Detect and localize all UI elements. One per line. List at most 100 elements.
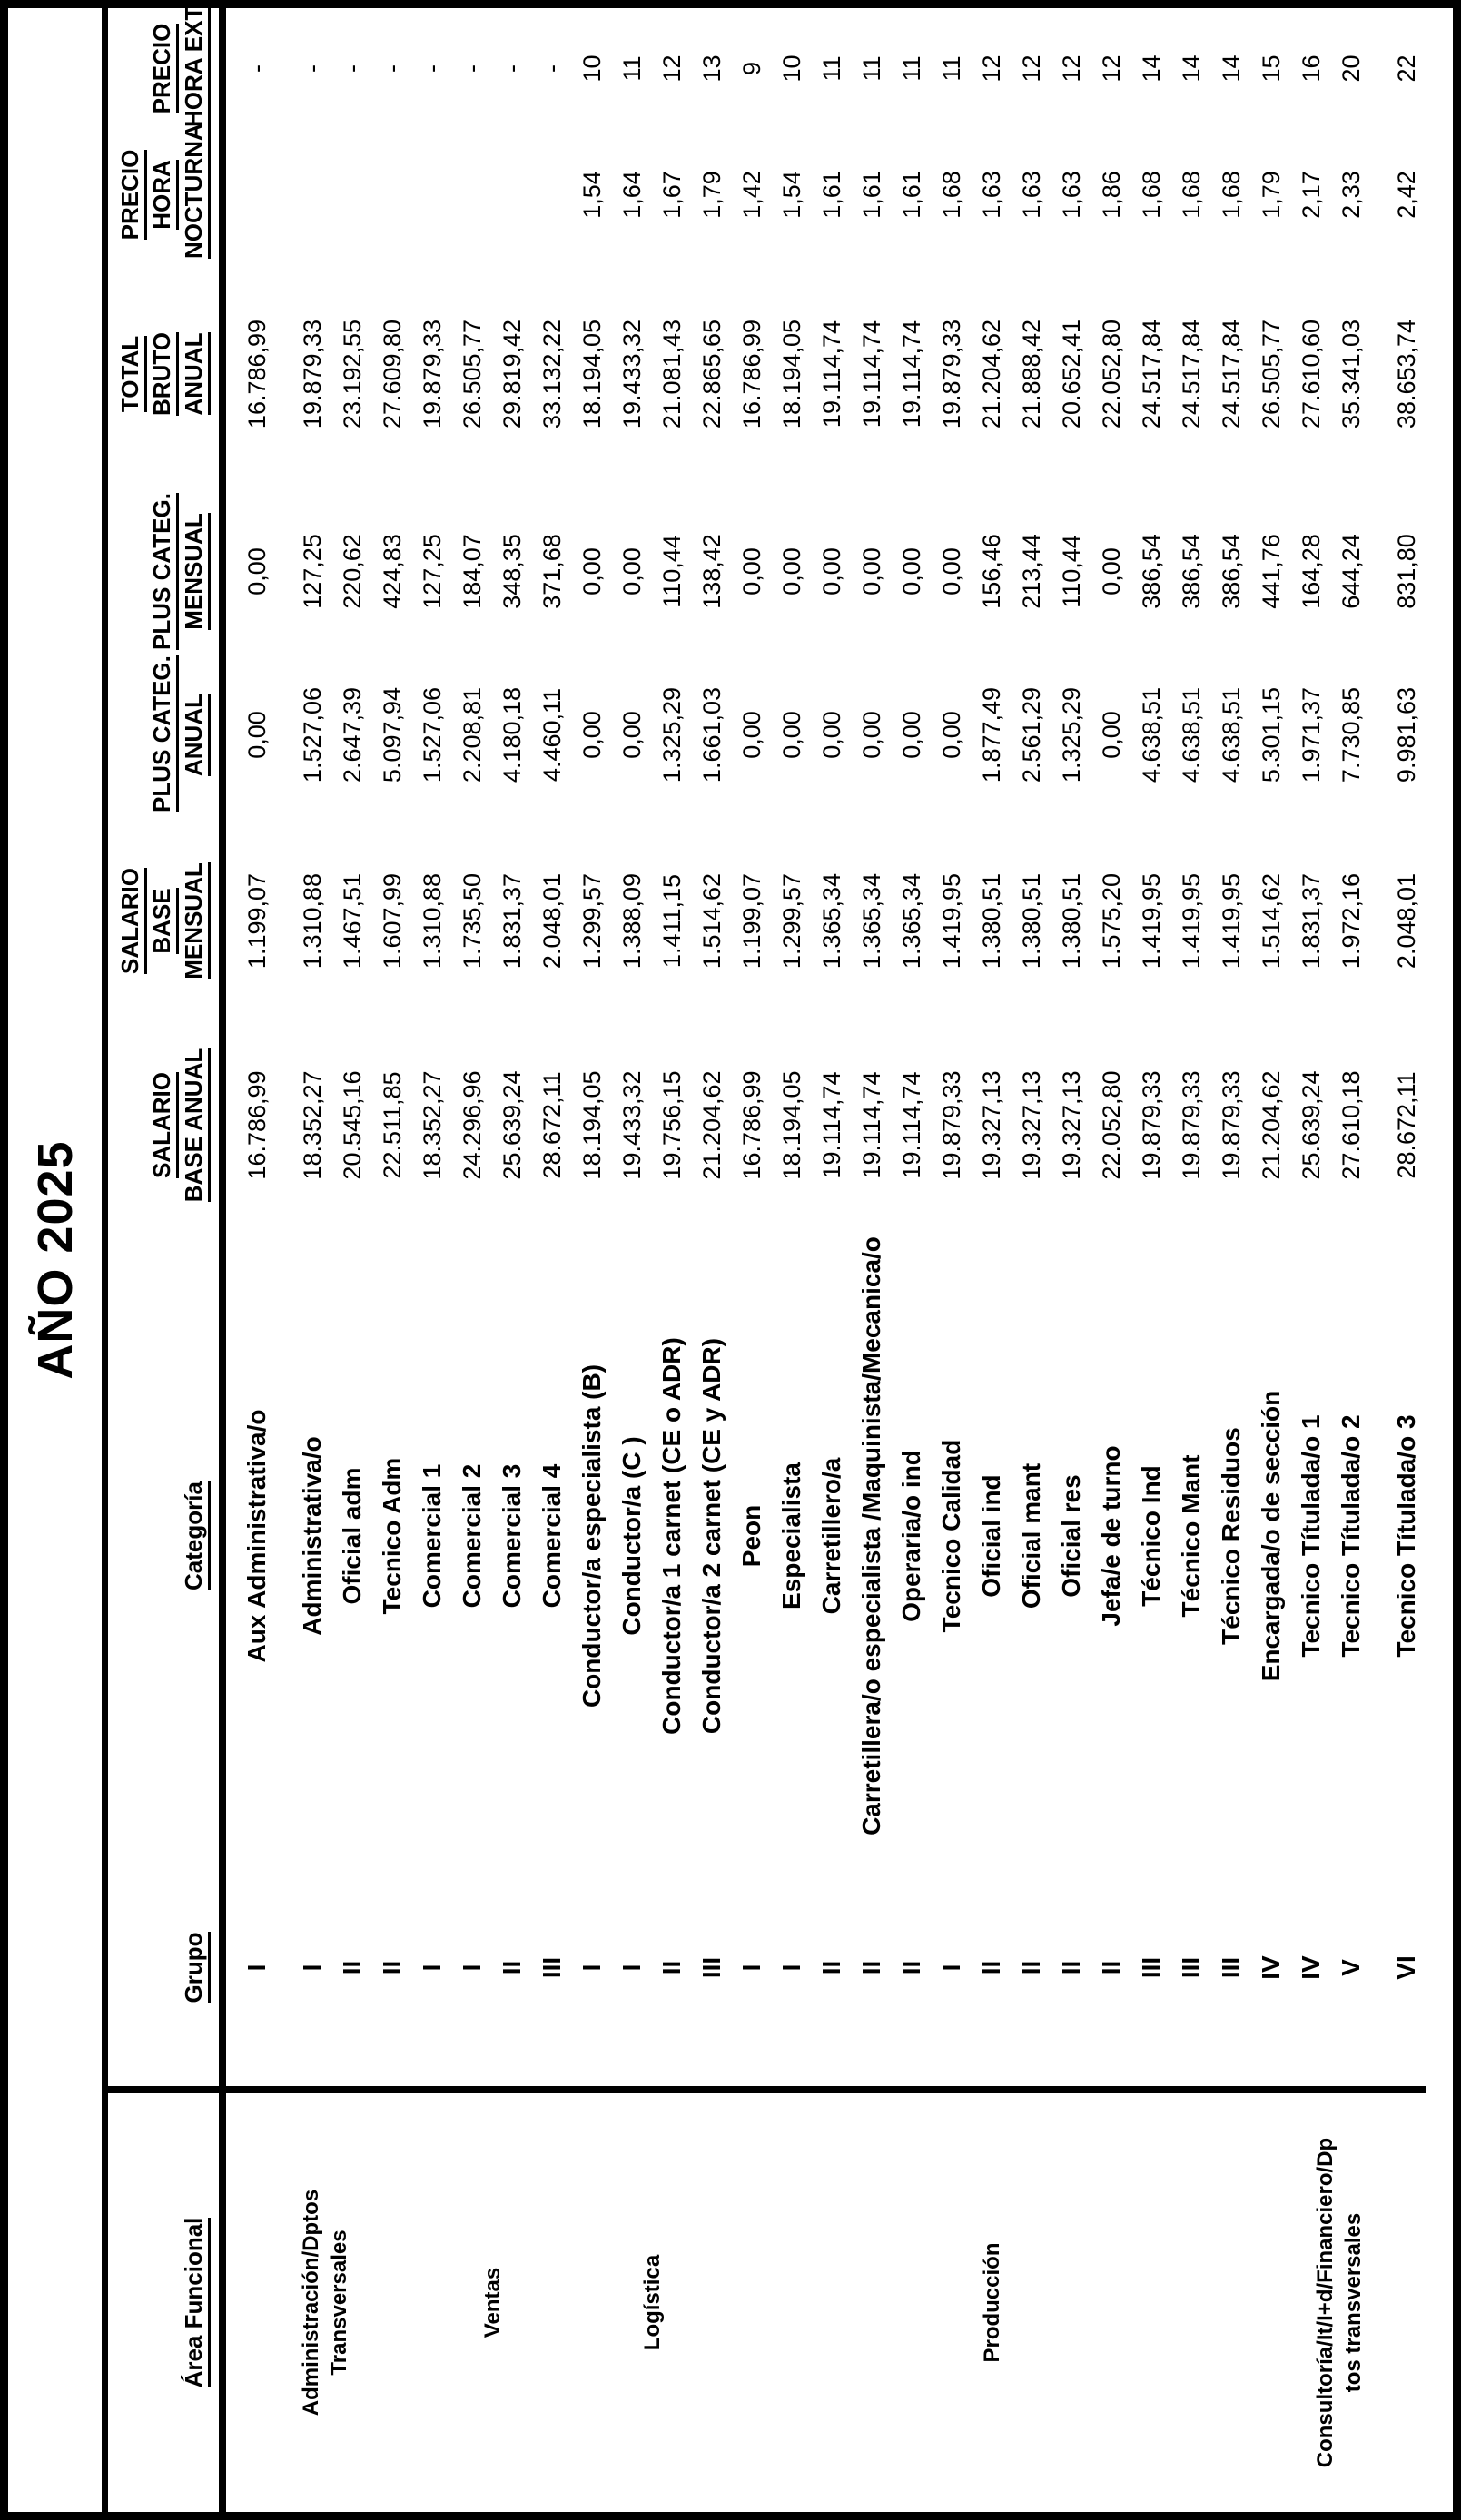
column-header-precio-hora-nocturna: PRECIO HORA NOCTURNA [104,123,222,261]
cell-grupo: I [617,1964,646,1972]
cell-grupo: II [1097,1960,1125,1975]
cell-salario-base-mensual: 1.972,16 [1337,872,1365,970]
cell-total-bruto-anual: 24.517,84 [1217,319,1245,429]
cell-salario-base-anual: 18.352,27 [298,1070,326,1180]
cell-plus-categ-anual: 5.301,15 [1257,686,1285,783]
table-row: Producción I Peon 16.786,99 1.199,07 0,00 0,00… [732,8,1251,2512]
column-header-grupo: Grupo [104,1849,222,2090]
cell-categoria: Comercial 3 [498,1463,526,1609]
cell-salario-base-mensual: 1.365,34 [897,872,925,970]
cell-total-bruto-anual: 27.610,60 [1297,319,1325,429]
cell-salario-base-mensual: 1.831,37 [1297,872,1325,970]
cell-plus-categ-mensual: 138,42 [697,534,726,609]
cell-categoria: Tecnico Calidad [937,1439,965,1633]
cell-plus-categ-anual: 1.527,06 [418,686,446,783]
cell-plus-categ-mensual: 386,54 [1217,534,1245,609]
header-line: PRECIO [114,131,147,259]
cell-precio-hora-extra: - [458,64,486,73]
cell-categoria: Oficial res [1057,1474,1085,1598]
cell-precio-hora-extra: - [298,64,326,73]
cell-precio-hora-nocturna [412,129,452,261]
cell-salario-base-anual: 19.433,32 [617,1070,646,1180]
cell-grupo: II [498,1960,526,1975]
header-line: Grupo [178,1851,211,2084]
cell-salario-base-mensual: 2.048,01 [1392,872,1420,970]
cell-total-bruto-anual: 19.114,74 [857,320,885,428]
cell-salario-base-anual: 18.194,05 [777,1070,805,1180]
cell-precio-hora-nocturna: 1,42 [737,171,765,219]
cell-precio-hora-extra: 9 [737,61,765,76]
cell-categoria: Comercial 1 [418,1463,446,1609]
cell-plus-categ-mensual: 0,00 [937,547,965,596]
cell-total-bruto-anual: 33.132,22 [538,319,566,429]
cell-plus-categ-mensual: 0,00 [577,547,606,596]
cell-plus-categ-anual: 1.877,49 [977,686,1005,783]
cell-precio-hora-extra: - [498,64,526,73]
cell-salario-base-mensual: 1.199,07 [737,872,765,970]
cell-salario-base-mensual: 1.411,15 [657,873,686,969]
cell-categoria: Técnico Ind [1137,1465,1165,1607]
cell-categoria: Tecnico Adm [378,1457,406,1615]
area-group-label: Ventas [412,2090,572,2512]
table-body: Administración/Dptos Transversales I Aux Ad… [222,8,1426,2512]
cell-total-bruto-anual: 19.879,33 [418,319,446,429]
column-header-total-bruto-anual: TOTAL BRUTO ANUAL [104,261,222,487]
header-line: BASE ANUAL [178,1029,211,1221]
cell-precio-hora-nocturna: 1,63 [977,171,1005,219]
cell-plus-categ-anual: 0,00 [897,711,925,759]
header-line: PLUS CATEG. [146,655,179,812]
cell-plus-categ-mensual: 371,68 [538,534,566,609]
cell-grupo: I [577,1964,606,1972]
cell-precio-hora-extra: 11 [857,55,885,82]
cell-precio-hora-nocturna: 1,54 [777,171,805,219]
cell-grupo: II [378,1960,406,1975]
cell-plus-categ-mensual: 0,00 [617,547,646,596]
cell-categoria: Técnico Residuos [1217,1427,1245,1645]
area-label-line: Ventas [479,2267,505,2338]
area-group-label: Producción [732,2090,1251,2512]
cell-salario-base-mensual: 1.419,95 [937,872,965,970]
cell-salario-base-mensual: 1.299,57 [577,872,606,970]
cell-plus-categ-mensual: 184,07 [458,534,486,609]
area-label-line: tos transversales [1340,2212,1366,2393]
cell-plus-categ-anual: 0,00 [577,711,606,759]
cell-precio-hora-nocturna: 1,63 [1057,171,1085,219]
cell-precio-hora-extra: 15 [1257,54,1285,83]
column-header-area: Área Funcional [104,2090,222,2512]
cell-categoria: Comercial 2 [458,1463,486,1609]
cell-plus-categ-mensual: 220,62 [338,534,366,609]
header-row: Área Funcional Grupo Categoría SALARIO BASE … [104,0,222,2512]
cell-precio-hora-extra: 12 [1017,54,1045,83]
cell-categoria: Encargada/o de sección [1257,1390,1285,1682]
cell-categoria: Conductor/a especialista (B) [577,1363,606,1708]
cell-salario-base-mensual: 1.419,95 [1217,872,1245,970]
header-line: BASE [146,816,179,1026]
cell-salario-base-mensual: 1.388,09 [617,872,646,970]
cell-total-bruto-anual: 16.786,99 [242,319,271,429]
cell-plus-categ-anual: 0,00 [1097,711,1125,759]
cell-total-bruto-anual: 19.433,32 [617,319,646,429]
cell-plus-categ-mensual: 424,83 [378,534,406,609]
cell-grupo: III [1177,1956,1205,1979]
cell-salario-base-anual: 19.879,33 [937,1070,965,1180]
salary-table: Área Funcional Grupo Categoría SALARIO BASE … [102,0,1426,2512]
title-zone: AÑO 2025 [8,8,102,2512]
cell-grupo: I [737,1964,765,1972]
cell-categoria: Oficial mant [1017,1462,1045,1609]
cell-precio-hora-nocturna: 1,61 [857,171,885,219]
cell-salario-base-anual: 22.511,85 [378,1071,406,1179]
cell-salario-base-mensual: 1.365,34 [857,872,885,970]
cell-salario-base-anual: 21.204,62 [697,1070,726,1180]
cell-salario-base-anual: 24.296,96 [458,1070,486,1180]
cell-precio-hora-extra: 13 [697,54,726,83]
cell-plus-categ-anual: 0,00 [242,711,271,759]
cell-precio-hora-nocturna [222,129,277,261]
cell-total-bruto-anual: 23.192,55 [338,319,366,429]
cell-plus-categ-mensual: 213,44 [1017,534,1045,609]
table-row: Administración/Dptos Transversales I Aux Ad… [222,8,412,2512]
cell-categoria: Tecnico Títulada/o 3 [1392,1414,1420,1658]
cell-plus-categ-anual: 0,00 [617,711,646,759]
cell-salario-base-mensual: 1.607,99 [378,872,406,970]
cell-grupo: VI [1392,1955,1420,1980]
